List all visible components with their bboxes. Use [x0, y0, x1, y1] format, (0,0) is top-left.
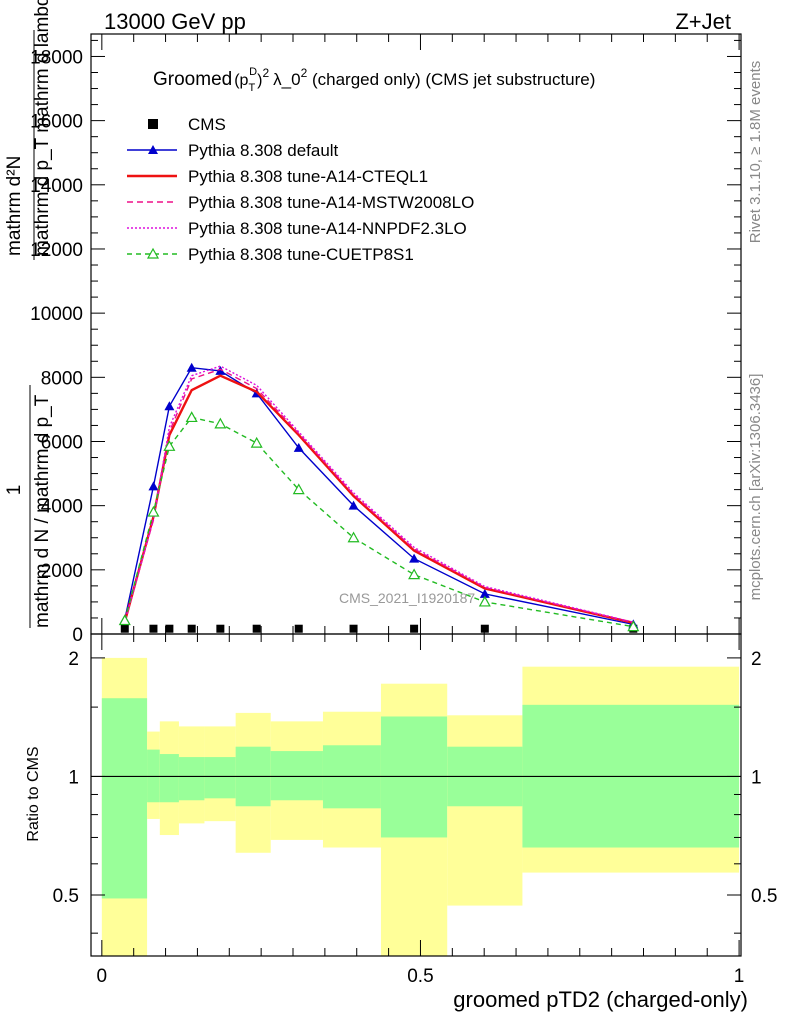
cuetp8s1-marker-4 — [214, 417, 227, 429]
default-marker-4 — [215, 365, 226, 375]
mcplots-label: mcplots.cern.ch [arXiv:1306.3436] — [747, 374, 764, 601]
main-y-tick-label: 4000 — [41, 497, 83, 518]
legend-cuetp8s1-label: Pythia 8.308 tune-CUETP8S1 — [188, 245, 414, 264]
main-y-tick-label: 16000 — [30, 112, 83, 133]
cuetp8s1-marker-9 — [478, 595, 491, 607]
default-marker-2 — [164, 401, 175, 411]
cuetp8s1-marker-3 — [185, 411, 198, 423]
main-y-tick-label: 10000 — [30, 304, 83, 325]
ratio-y-tick-label-left: 2 — [68, 649, 79, 670]
main-y-tick-label: 6000 — [41, 432, 83, 453]
ratio-x-tick-label: 0.5 — [407, 966, 433, 987]
cuetp8s1-marker-5 — [250, 436, 263, 448]
cms-data-point-5 — [252, 624, 261, 633]
nnpdf-line — [124, 365, 634, 623]
stat-uncertainty-band-2 — [159, 754, 179, 803]
cms-data-point-4 — [216, 624, 225, 633]
cms-data-point-0 — [120, 624, 129, 633]
legend-mstw-label: Pythia 8.308 tune-A14-MSTW2008LO — [188, 193, 474, 212]
default-marker-1 — [148, 481, 159, 491]
y-label-one: 1 — [4, 485, 25, 496]
main-y-tick-label: 2000 — [41, 561, 83, 582]
ratio-y-tick-label-right: 0.5 — [751, 886, 777, 907]
cms-data-point-8 — [410, 624, 419, 633]
main-y-tick-label: 18000 — [30, 47, 83, 68]
cuetp8s1-marker-10 — [627, 620, 640, 632]
ratio-x-tick-label: 0 — [97, 966, 108, 987]
cuetp8s1-line — [124, 416, 634, 628]
ratio-plot-frame — [90, 633, 742, 957]
stat-uncertainty-band-0 — [101, 698, 148, 899]
ratio-y-tick-label-right: 2 — [751, 649, 762, 670]
stat-uncertainty-band-3 — [178, 757, 205, 801]
main-y-tick-label: 12000 — [30, 240, 83, 261]
cms-data-point-3 — [187, 624, 196, 633]
cms-data-point-6 — [294, 624, 303, 633]
cuetp8s1-marker-6 — [292, 483, 305, 495]
cms-data-point-2 — [165, 624, 174, 633]
main-y-axis-label: mathrm d²N mathrm d p_T mathrm d lambda … — [4, 0, 53, 628]
default-marker-3 — [186, 362, 197, 372]
stat-uncertainty-band-4 — [204, 757, 236, 799]
legend-default-marker — [148, 145, 158, 154]
y-label-denominator: mathrm d p_T mathrm d lambda — [32, 0, 53, 256]
analysis-watermark: CMS_2021_I1920187 — [339, 590, 475, 606]
cms-data-point-9 — [480, 624, 489, 633]
cuetp8s1-marker-8 — [408, 568, 421, 580]
chart-title: Groomed (pTD)2 λ_02 (charged only) (CMS je… — [153, 66, 595, 94]
header-process-label: Z+Jet — [675, 9, 731, 34]
legend-default-label: Pythia 8.308 default — [188, 141, 339, 160]
default-marker-8 — [409, 553, 420, 563]
legend-cms-marker — [148, 119, 158, 129]
main-y-tick-label: 0 — [72, 625, 83, 646]
default-line — [124, 366, 634, 626]
ratio-y-tick-label-right: 1 — [751, 767, 762, 788]
cuetp8s1-marker-7 — [347, 531, 360, 543]
legend-cteql1-label: Pythia 8.308 tune-A14-CTEQL1 — [188, 167, 428, 186]
legend-cuetp8s1-marker — [146, 247, 160, 259]
legend-nnpdf-label: Pythia 8.308 tune-A14-NNPDF2.3LO — [188, 219, 467, 238]
total-uncertainty-band-9 — [447, 715, 523, 906]
rivet-version-label: Rivet 3.1.10, ≥ 1.8M events — [747, 61, 764, 244]
cms-data-point-1 — [149, 624, 158, 633]
mstw-line — [124, 368, 634, 624]
legend: CMS Pythia 8.308 default Pythia 8.308 tune… — [127, 115, 474, 264]
cuetp8s1-marker-0 — [118, 614, 131, 626]
default-marker-6 — [293, 442, 304, 452]
ratio-y-tick-label-left: 1 — [68, 767, 79, 788]
cteql1-line — [123, 374, 634, 624]
cuetp8s1-marker-1 — [147, 505, 160, 517]
y-label-norm: mathrm d N / mathrm d p_T — [32, 394, 53, 628]
default-marker-9 — [479, 588, 490, 598]
legend-cms-label: CMS — [188, 115, 226, 134]
cuetp8s1-marker-2 — [163, 440, 176, 451]
header-energy-label: 13000 GeV pp — [104, 9, 246, 34]
main-series-group — [118, 362, 640, 633]
ratio-y-tick-label-left: 0.5 — [53, 886, 79, 907]
main-y-tick-label: 14000 — [30, 176, 83, 197]
default-marker-7 — [348, 500, 359, 510]
main-y-tick-label: 8000 — [41, 368, 83, 389]
stat-uncertainty-band-6 — [270, 751, 323, 801]
ratio-x-tick-label: 1 — [734, 966, 745, 987]
cms-data-point-7 — [349, 624, 358, 633]
ratio-uncertainty-bands — [91, 657, 741, 956]
ratio-y-axis-label: Ratio to CMS — [25, 746, 42, 841]
x-axis-label: groomed pTD2 (charged-only) — [453, 987, 748, 1012]
axis-ticks: 0 2000 4000 6000 8000 10000 12000 14000 16000 180… — [30, 34, 777, 987]
y-label-numerator: mathrm d²N — [4, 156, 25, 256]
